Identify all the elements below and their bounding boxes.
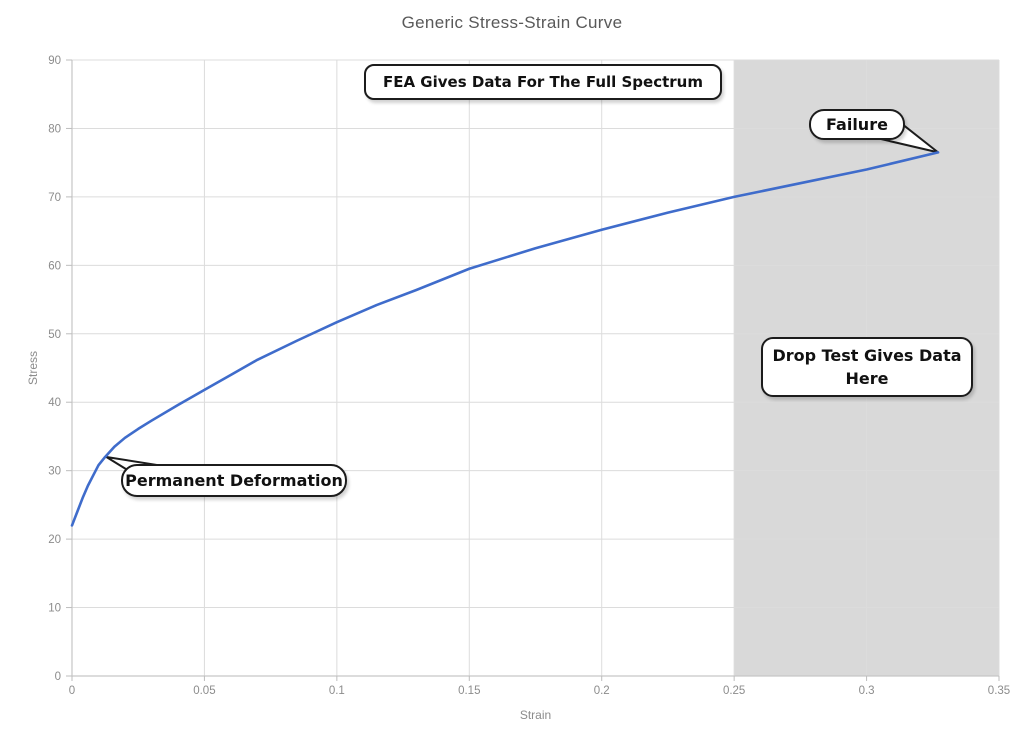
annotation-drop-test: Drop Test Gives Data Here [761, 337, 973, 397]
y-tick-label: 90 [48, 55, 61, 67]
y-tick-label: 10 [48, 603, 61, 615]
annotation-fea-full-spectrum: FEA Gives Data For The Full Spectrum [364, 64, 722, 100]
y-tick-label: 40 [48, 397, 61, 409]
chart-title: Generic Stress-Strain Curve [401, 13, 623, 32]
y-tick-label: 0 [55, 671, 61, 683]
x-tick-label: 0.3 [859, 685, 875, 697]
x-tick-label: 0.1 [329, 685, 345, 697]
y-tick-label: 60 [48, 260, 61, 272]
x-axis-label: Strain [519, 708, 552, 722]
annotation-permanent-deformation: Permanent Deformation [121, 464, 347, 497]
x-tick-label: 0.35 [988, 685, 1010, 697]
stress-strain-curve [70, 151, 940, 527]
y-tick-label: 70 [48, 192, 61, 204]
y-tick-label: 20 [48, 534, 61, 546]
x-tick-label: 0.25 [723, 685, 745, 697]
x-tick-label: 0.05 [193, 685, 215, 697]
y-tick-label: 30 [48, 466, 61, 478]
x-tick-label: 0.15 [458, 685, 480, 697]
y-axis-label: Stress [26, 350, 40, 386]
x-tick-label: 0.2 [594, 685, 610, 697]
x-tick-label: 0 [69, 685, 75, 697]
annotation-failure-callout: Failure [809, 109, 905, 140]
y-tick-label: 80 [48, 123, 61, 135]
y-tick-label: 50 [48, 329, 61, 341]
